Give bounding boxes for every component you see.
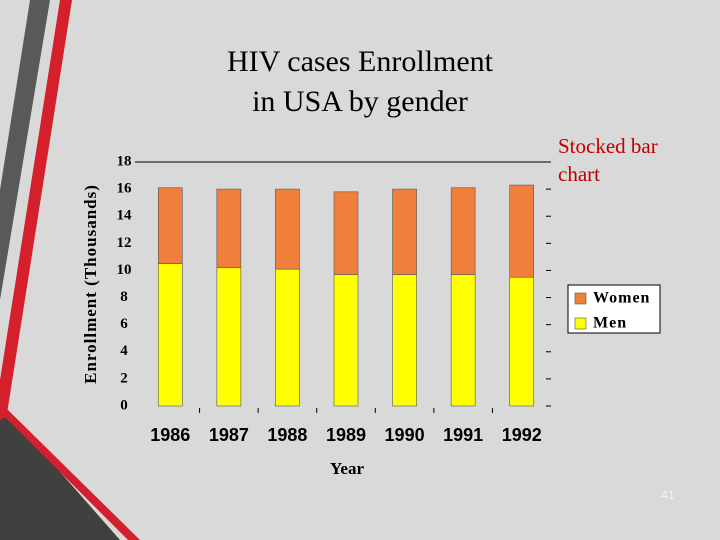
- annotation: Stocked bar chart: [558, 134, 658, 186]
- y-tick-label: 8: [120, 289, 128, 305]
- bar-segment: [216, 267, 242, 407]
- bar-segment: [333, 274, 359, 407]
- bar-segment: [275, 188, 300, 270]
- bar-segment: [275, 268, 300, 407]
- bar-segment: [509, 184, 535, 278]
- bar-segment: [450, 187, 476, 275]
- x-tick-label: 1987: [209, 425, 249, 445]
- bar-segment: [157, 187, 183, 264]
- y-tick-label: 18: [117, 153, 132, 169]
- legend-label: Women: [593, 290, 650, 307]
- title: HIV cases Enrollment: [227, 45, 494, 78]
- x-tick-label: 1990: [385, 425, 425, 445]
- legend-label: Men: [593, 315, 627, 332]
- y-tick-label: 2: [120, 370, 128, 386]
- y-tick-label: 16: [117, 181, 133, 197]
- decor-stripe: [0, 0, 50, 300]
- decor-corner: [0, 410, 140, 540]
- y-tick-label: 6: [120, 316, 128, 332]
- subtitle: in USA by gender: [252, 85, 468, 118]
- legend-swatch: [574, 317, 587, 330]
- x-tick-label: 1989: [326, 425, 366, 445]
- legend-swatch: [574, 292, 587, 305]
- y-tick-label: 12: [117, 235, 132, 251]
- bar-segment: [450, 274, 476, 407]
- y-axis-label: Enrollment (Thousands): [81, 184, 100, 384]
- bar-segment: [392, 188, 417, 275]
- bar-segment: [333, 191, 359, 275]
- x-tick-label: 1988: [267, 425, 307, 445]
- y-tick-label: 0: [120, 397, 128, 413]
- bar-segment: [216, 188, 242, 269]
- page-number: 41: [661, 488, 675, 502]
- decor-stripe: [0, 0, 72, 420]
- x-axis-label: Year: [330, 459, 364, 478]
- annotation-box: Stocked bar chart: [558, 134, 658, 186]
- y-tick-label: 10: [117, 262, 132, 278]
- y-tick-label: 14: [117, 208, 133, 224]
- bar-segment: [157, 263, 183, 407]
- x-tick-label: 1991: [443, 425, 483, 445]
- x-tick-label: 1986: [150, 425, 190, 445]
- y-tick-label: 4: [120, 343, 128, 359]
- decor-corner: [0, 415, 120, 540]
- x-tick-label: 1992: [502, 425, 542, 445]
- bar-segment: [392, 274, 417, 407]
- bar-segment: [509, 276, 535, 407]
